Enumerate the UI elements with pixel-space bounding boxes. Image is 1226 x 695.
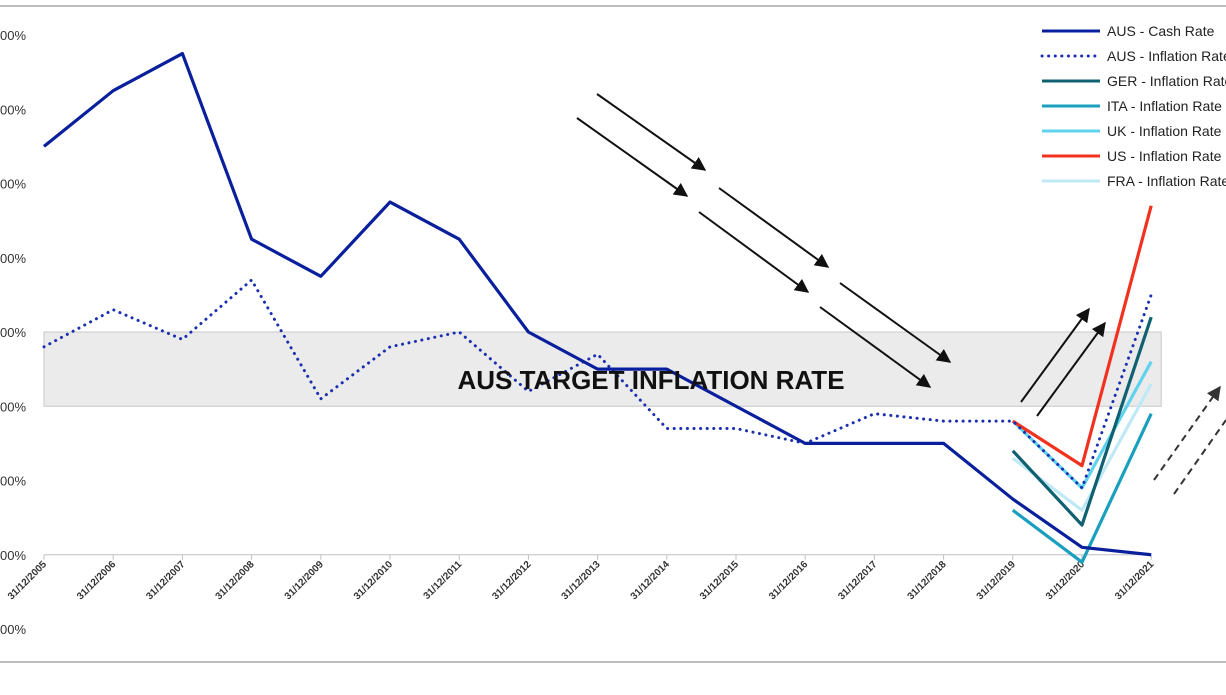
y-tick-label: 00% xyxy=(0,399,26,414)
series-line-ger-inflation-rate xyxy=(1011,316,1153,527)
down-arrow-2a xyxy=(718,187,830,268)
series-line-aus-cash-rate xyxy=(42,51,1152,557)
down-arrow-1a xyxy=(596,93,707,171)
legend-label: UK - Inflation Rate xyxy=(1107,123,1222,139)
x-tick-label: 31/12/2018 xyxy=(906,559,949,602)
x-tick-label: 31/12/2009 xyxy=(283,559,326,602)
series-layer xyxy=(42,51,1153,564)
y-tick-label: 00% xyxy=(0,622,26,637)
x-tick-label: 31/12/2008 xyxy=(214,559,257,602)
y-tick-label: 00% xyxy=(0,28,26,43)
legend-label: AUS - Cash Rate xyxy=(1107,23,1215,39)
down-arrow-3b xyxy=(819,306,932,388)
annotation-arrows xyxy=(576,93,1226,495)
y-tick-label: 00% xyxy=(0,474,26,489)
y-axis: 00% 00% 00% 00% 00% 00% 00% 00% 00% xyxy=(0,28,26,637)
down-arrow-2b xyxy=(698,211,810,293)
y-tick-label: 00% xyxy=(0,177,26,192)
down-arrow-3a xyxy=(839,282,952,363)
x-tick-label: 31/12/2016 xyxy=(767,559,810,602)
down-arrow-1b xyxy=(576,117,689,197)
y-tick-label: 00% xyxy=(0,548,26,563)
legend-label: GER - Inflation Rate xyxy=(1107,73,1226,89)
x-axis: 31/12/2005 31/12/2006 31/12/2007 31/12/2008… xyxy=(6,554,1157,602)
series-line-ita-inflation-rate xyxy=(1011,412,1153,564)
series-line-us-inflation-rate xyxy=(1011,205,1153,468)
x-tick-label: 31/12/2019 xyxy=(975,559,1018,602)
x-tick-label: 31/12/2015 xyxy=(698,559,741,602)
legend-label: ITA - Inflation Rate xyxy=(1107,98,1222,114)
target-band-label: AUS TARGET INFLATION RATE xyxy=(457,365,844,395)
x-tick-label: 31/12/2006 xyxy=(75,559,118,602)
x-tick-label: 31/12/2017 xyxy=(836,559,879,602)
up-arrow-2 xyxy=(1036,321,1106,417)
x-tick-label: 31/12/2011 xyxy=(422,559,465,602)
x-tick-label: 31/12/2012 xyxy=(490,559,533,602)
x-tick-label: 31/12/2014 xyxy=(629,559,672,602)
x-tick-label: 31/12/2007 xyxy=(144,559,187,602)
x-tick-label: 31/12/2010 xyxy=(352,559,395,602)
x-tick-label: 31/12/2020 xyxy=(1044,559,1087,602)
up-arrow-1 xyxy=(1020,307,1090,403)
y-tick-label: 00% xyxy=(0,325,26,340)
dashed-up-arrow-1 xyxy=(1153,385,1221,481)
x-tick-label: 31/12/2005 xyxy=(6,559,49,602)
y-tick-label: 00% xyxy=(0,251,26,266)
x-tick-label: 31/12/2021 xyxy=(1113,559,1156,602)
legend-label: US - Inflation Rate xyxy=(1107,148,1222,164)
legend: AUS - Cash Rate AUS - Inflation Rate GER -… xyxy=(1040,23,1226,189)
legend-label: FRA - Inflation Rate xyxy=(1107,173,1226,189)
legend-label: AUS - Inflation Rate xyxy=(1107,48,1226,64)
y-tick-label: 00% xyxy=(0,102,26,117)
dashed-up-arrow-2 xyxy=(1173,419,1226,495)
x-tick-label: 31/12/2013 xyxy=(560,559,603,602)
